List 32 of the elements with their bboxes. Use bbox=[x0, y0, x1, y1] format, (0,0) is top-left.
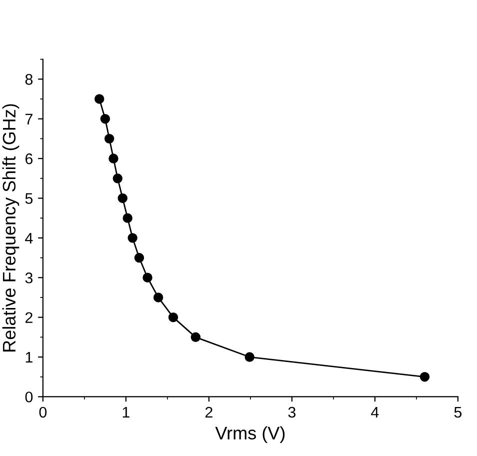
point bbox=[94, 94, 104, 104]
x-tick-label: 3 bbox=[288, 406, 296, 418]
x-tick-label: 1 bbox=[122, 407, 130, 418]
y-axis-title: Relative Frequency Shift (GHz) bbox=[2, 104, 20, 352]
y-tick-label: 2 bbox=[25, 312, 32, 323]
y-tick-label: 3 bbox=[25, 272, 33, 284]
y-tick-label: 8 bbox=[25, 74, 33, 85]
x-tick-label: 2 bbox=[205, 406, 212, 418]
point bbox=[134, 252, 144, 263]
point bbox=[168, 312, 178, 322]
x-tick-label: 0 bbox=[39, 406, 47, 418]
x-tick-label: 5 bbox=[454, 407, 462, 418]
point bbox=[420, 372, 430, 382]
point bbox=[128, 233, 138, 243]
point bbox=[190, 332, 201, 342]
y-tick-label: 0 bbox=[25, 392, 33, 402]
point bbox=[104, 134, 114, 144]
y-tick-label: 4 bbox=[25, 232, 33, 244]
y-tick-label: 7 bbox=[25, 114, 32, 124]
x-axis-title: Vrms (V) bbox=[215, 426, 285, 444]
y-tick-label: 5 bbox=[25, 193, 33, 204]
point bbox=[100, 114, 110, 124]
point bbox=[108, 154, 118, 164]
point bbox=[142, 272, 152, 282]
point bbox=[122, 213, 132, 223]
y-tick-label: 1 bbox=[26, 352, 32, 363]
y-tick-label: 6 bbox=[25, 153, 33, 164]
point bbox=[118, 193, 128, 204]
point bbox=[244, 352, 254, 362]
x-tick-label: 4 bbox=[371, 407, 379, 418]
point bbox=[112, 174, 122, 184]
point bbox=[153, 292, 164, 302]
